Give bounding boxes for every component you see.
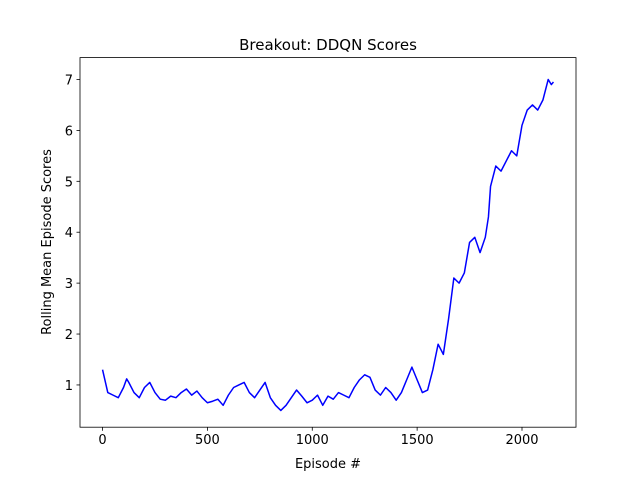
plot-frame	[79, 57, 577, 428]
x-tick-label: 0	[98, 433, 106, 448]
y-tick-label: 5	[65, 175, 73, 190]
y-tick-label: 7	[65, 73, 73, 88]
chart-title: Breakout: DDQN Scores	[239, 36, 417, 54]
x-tick-label: 2000	[505, 433, 538, 448]
y-tick-label: 2	[65, 328, 73, 343]
y-tick-label: 1	[65, 379, 73, 394]
y-tick-label: 4	[65, 226, 73, 241]
x-tick-label: 1000	[296, 433, 329, 448]
x-tick-label: 500	[195, 433, 220, 448]
y-tick-label: 6	[65, 124, 73, 139]
x-tick-label: 1500	[401, 433, 434, 448]
line	[101, 78, 555, 412]
y-axis-label: Rolling Mean Episode Scores	[40, 149, 55, 335]
y-tick-label: 3	[65, 277, 73, 292]
x-axis-label: Episode #	[295, 457, 361, 472]
